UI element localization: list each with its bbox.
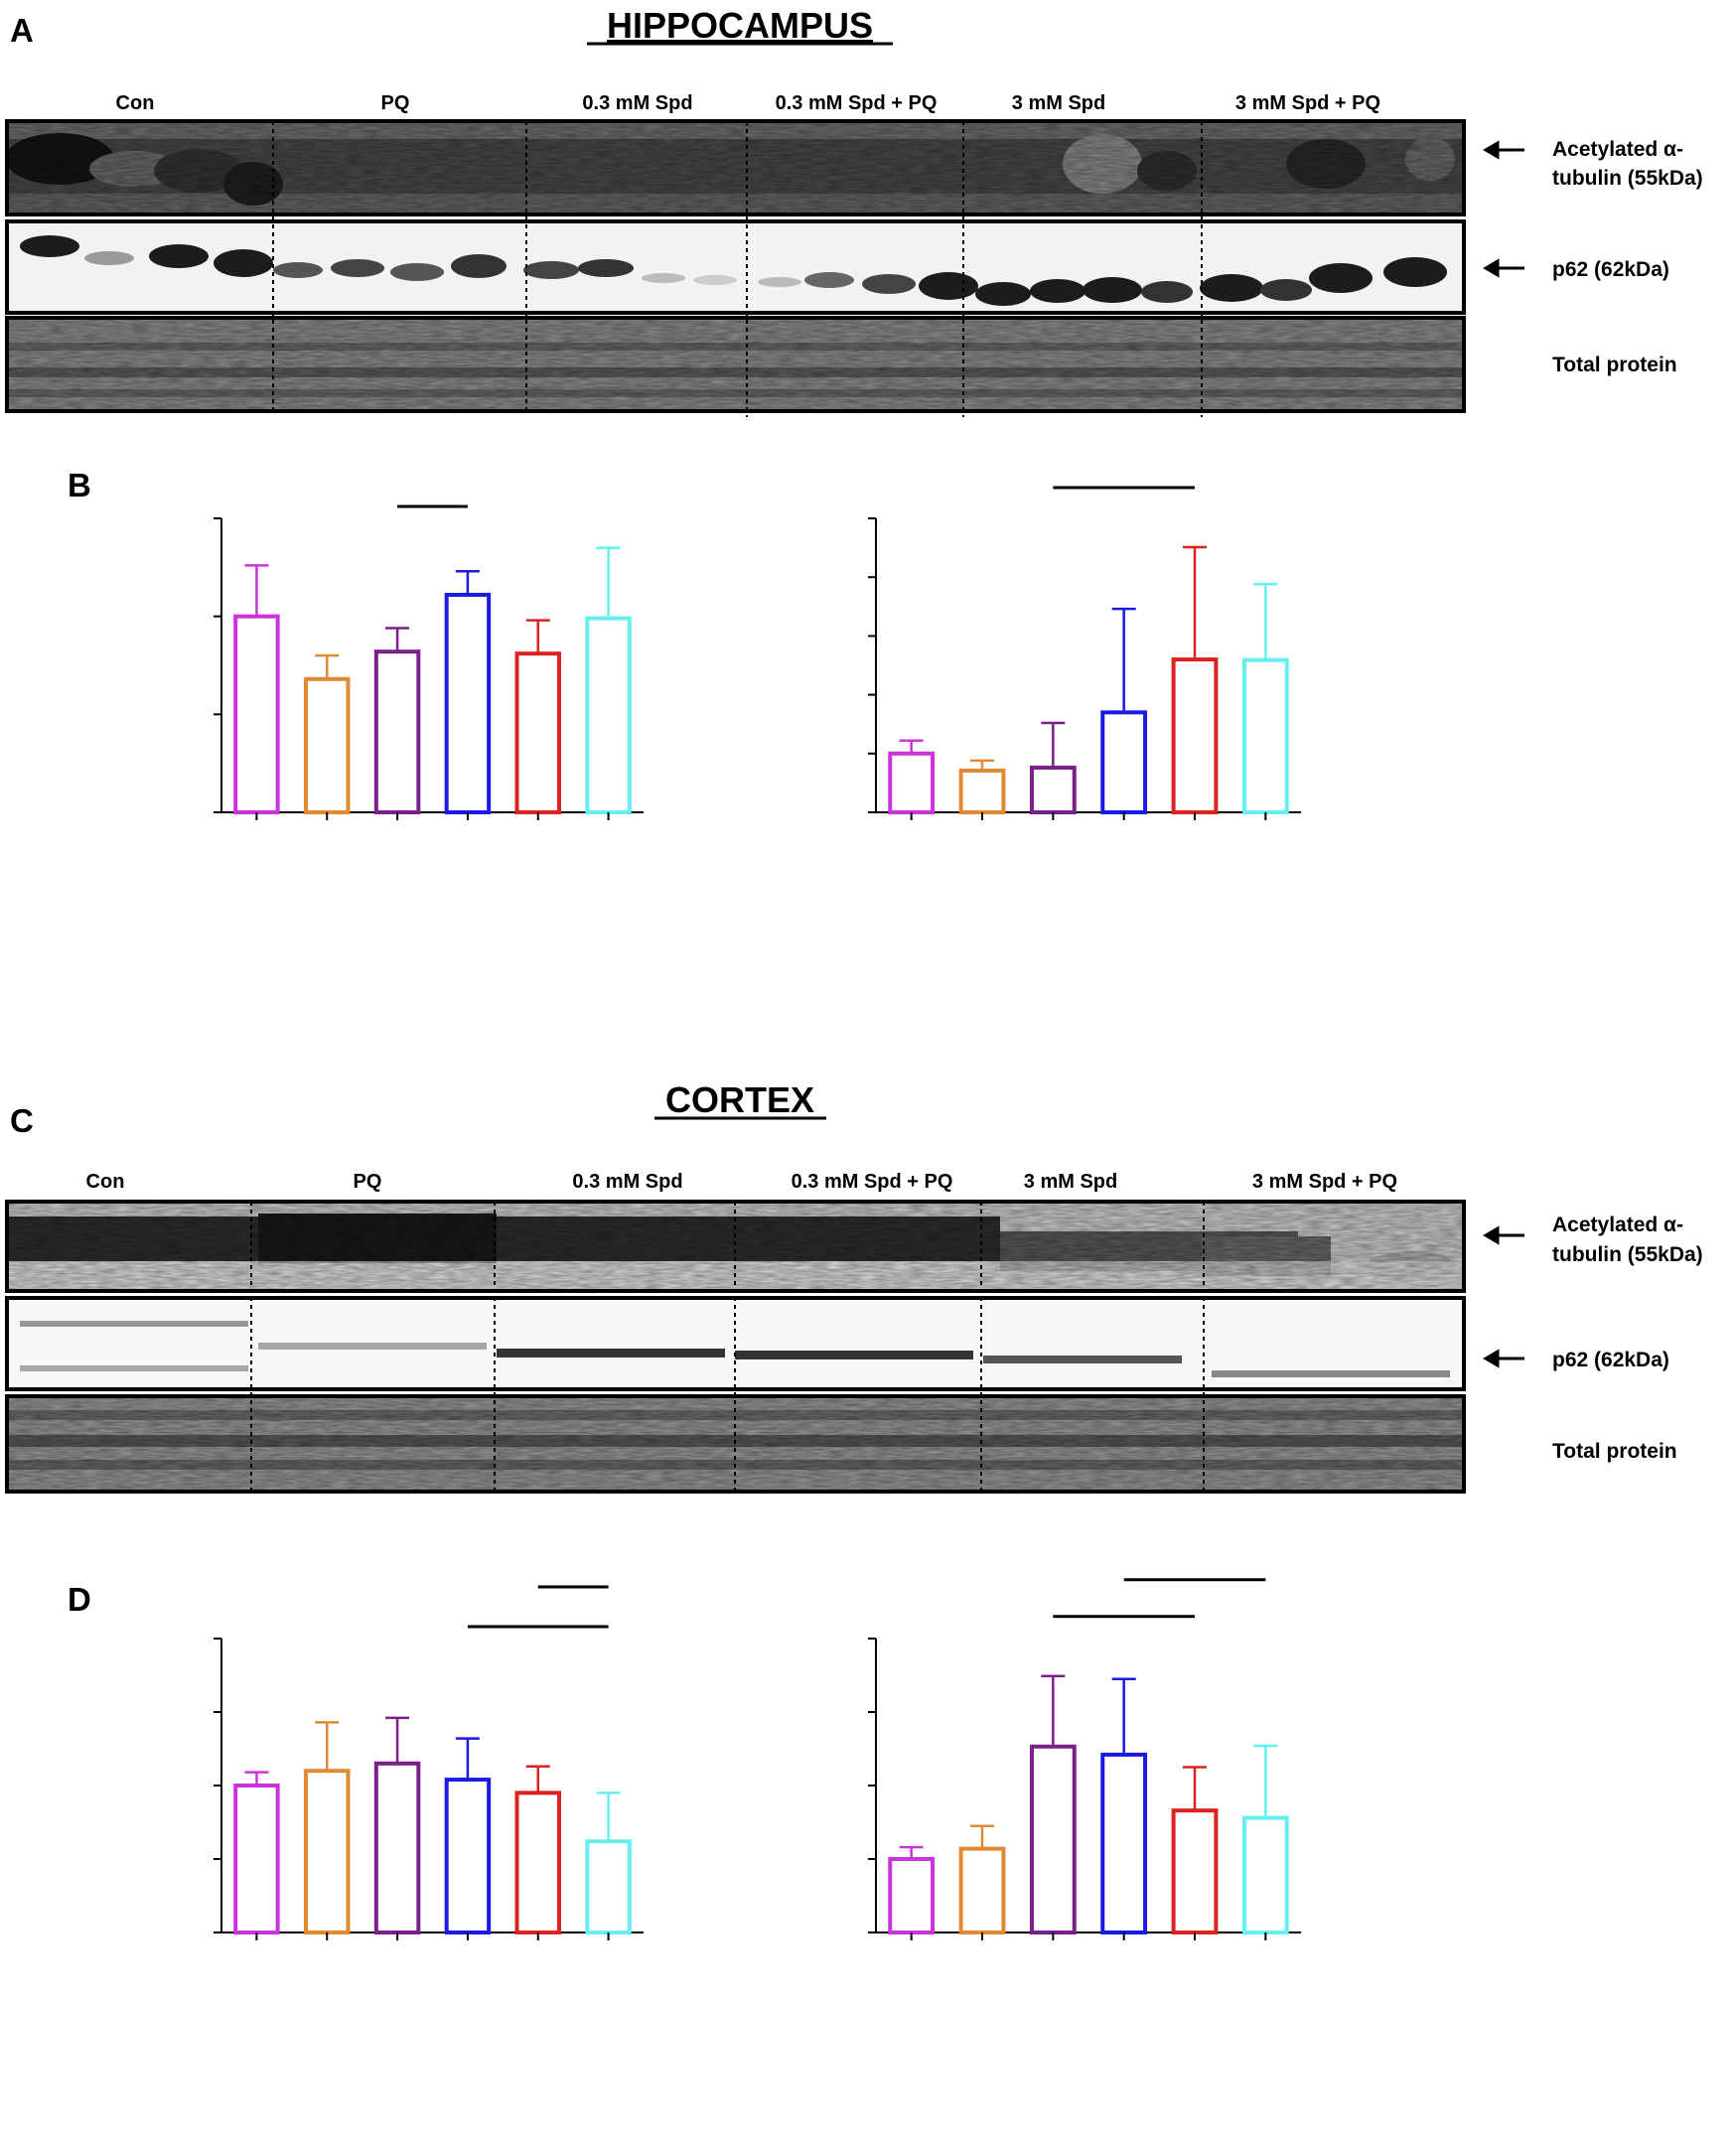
group-label: 0.3 mM Spd	[582, 92, 692, 114]
bar	[958, 1846, 1006, 1935]
group-label: 0.3 mM Spd	[572, 1171, 682, 1193]
bar	[233, 614, 280, 815]
band-label-total-protein: Total protein	[1552, 1440, 1677, 1463]
panel-title-hippocampus: HIPPOCAMPUS	[607, 5, 873, 46]
arrow-icons-a	[1483, 140, 1524, 278]
arrow-left-icon	[1483, 140, 1524, 160]
arrow-icons-c	[1483, 1225, 1524, 1368]
bar	[585, 616, 632, 815]
bar	[304, 1769, 351, 1934]
panel-letter-a: A	[10, 12, 34, 49]
group-label: Con	[86, 1171, 125, 1193]
bar	[888, 1857, 936, 1934]
blot-c-group-labels: Con PQ 0.3 mM Spd 0.3 mM Spd + PQ 3 mM S…	[86, 1171, 1398, 1193]
chart-cortex-p62	[868, 1578, 1301, 1940]
blot-c	[5, 1200, 1466, 1494]
bar	[304, 676, 351, 815]
bar	[233, 1784, 280, 1934]
chart-hippocampus-p62	[868, 486, 1301, 820]
lane-dividers	[272, 121, 1203, 417]
group-label: 0.3 mM Spd + PQ	[792, 1171, 953, 1193]
blot-strip-tubulin	[5, 1200, 1466, 1293]
blot-strip-p62	[5, 219, 1466, 315]
bar	[444, 1778, 492, 1934]
group-label: 0.3 mM Spd + PQ	[776, 92, 938, 114]
band-label-tubulin: Acetylated α-	[1552, 138, 1683, 161]
group-label: 3 mM Spd + PQ	[1235, 92, 1380, 114]
bar	[1029, 766, 1077, 814]
blot-a-group-labels: Con PQ 0.3 mM Spd 0.3 mM Spd + PQ 3 mM S…	[116, 92, 1381, 114]
bar	[888, 751, 936, 814]
arrow-left-icon	[1483, 1225, 1524, 1245]
panel-letter-c: C	[10, 1102, 34, 1139]
band-label-tubulin: tubulin (55kDa)	[1552, 1243, 1703, 1266]
bar	[1029, 1744, 1077, 1935]
bar	[373, 649, 421, 814]
blot-strip-p62	[5, 1296, 1466, 1391]
bar	[1241, 1815, 1289, 1935]
group-label: PQ	[381, 92, 410, 114]
chart-hippocampus-acetylated-tubulin	[214, 504, 644, 820]
band-label-p62: p62 (62kDa)	[1552, 258, 1669, 281]
bar	[514, 651, 561, 814]
panel-title-cortex: CORTEX	[665, 1079, 814, 1120]
panel-letter-d: D	[68, 1581, 91, 1618]
group-label: 3 mM Spd	[1024, 1171, 1117, 1193]
blot-c-band-labels: Acetylated α- tubulin (55kDa) p62 (62kDa…	[1552, 1214, 1703, 1463]
band-label-p62: p62 (62kDa)	[1552, 1349, 1669, 1371]
arrow-left-icon	[1483, 1349, 1524, 1368]
bar	[1100, 1752, 1148, 1935]
bar	[1171, 657, 1219, 815]
blot-strip-total-protein	[5, 316, 1466, 413]
blot-strip-tubulin	[5, 119, 1466, 216]
bar	[585, 1839, 632, 1934]
chart-cortex-acetylated-tubulin	[214, 1585, 644, 1940]
bar	[514, 1790, 561, 1935]
arrow-left-icon	[1483, 258, 1524, 278]
bar	[1241, 657, 1289, 814]
bar	[1100, 710, 1148, 814]
bar	[1171, 1808, 1219, 1935]
band-label-tubulin: Acetylated α-	[1552, 1214, 1683, 1236]
blot-a	[5, 119, 1466, 417]
lane-dividers	[250, 1202, 1205, 1492]
bar	[373, 1761, 421, 1935]
band-label-total-protein: Total protein	[1552, 354, 1677, 376]
blot-a-band-labels: Acetylated α- tubulin (55kDa) p62 (62kDa…	[1552, 138, 1703, 376]
group-label: PQ	[354, 1171, 382, 1193]
bar	[958, 768, 1006, 815]
band-label-tubulin: tubulin (55kDa)	[1552, 167, 1703, 190]
group-label: 3 mM Spd + PQ	[1252, 1171, 1397, 1193]
group-label: 3 mM Spd	[1012, 92, 1105, 114]
group-label: Con	[116, 92, 155, 114]
bar	[444, 592, 492, 815]
panel-letter-b: B	[68, 467, 91, 503]
